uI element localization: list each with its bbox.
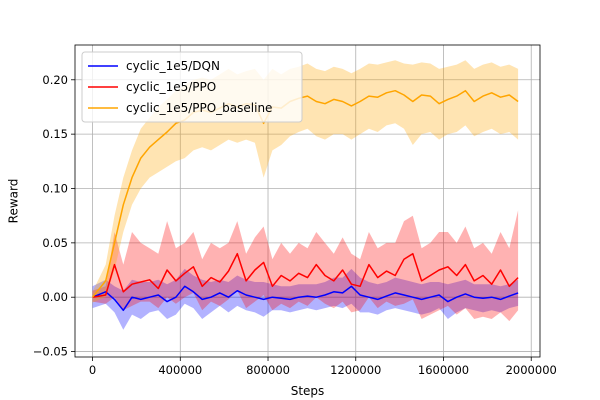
x-axis-ticks: 0 400000 800000 1200000 1600000 2000000 [89, 357, 557, 377]
y-tick-label: 0.15 [42, 127, 68, 141]
y-tick-label: 0.00 [42, 290, 68, 304]
legend-box [81, 51, 303, 123]
legend: cyclic_1e5/DQN cyclic_1e5/PPO cyclic_1e5… [81, 51, 303, 123]
x-tick-label: 0 [89, 363, 96, 377]
legend-entry-ppo: cyclic_1e5/PPO [126, 80, 216, 94]
x-tick-label: 1600000 [418, 363, 469, 377]
x-tick-label: 1200000 [330, 363, 381, 377]
line-ppo-baseline [91, 89, 519, 298]
y-tick-label: 0.20 [42, 73, 68, 87]
y-axis-ticks: −0.05 0.00 0.05 0.10 0.15 0.20 [33, 73, 75, 359]
y-tick-label: 0.05 [42, 236, 68, 250]
line-ppo [92, 252, 519, 298]
y-axis-label: Reward [7, 179, 21, 224]
x-tick-label: 800000 [246, 363, 290, 377]
plot-frame [74, 44, 541, 358]
band-ppo [92, 210, 519, 322]
y-tick-label: −0.05 [33, 345, 68, 359]
line-dqn [92, 285, 519, 312]
series-lines [91, 89, 519, 312]
x-tick-label: 2000000 [506, 363, 557, 377]
x-tick-label: 400000 [158, 363, 202, 377]
y-tick-label: 0.10 [42, 181, 68, 195]
legend-entry-dqn: cyclic_1e5/DQN [126, 59, 220, 73]
legend-entry-ppo-baseline: cyclic_1e5/PPO_baseline [126, 101, 272, 115]
band-dqn [92, 268, 519, 330]
x-axis-label: Steps [291, 384, 325, 398]
